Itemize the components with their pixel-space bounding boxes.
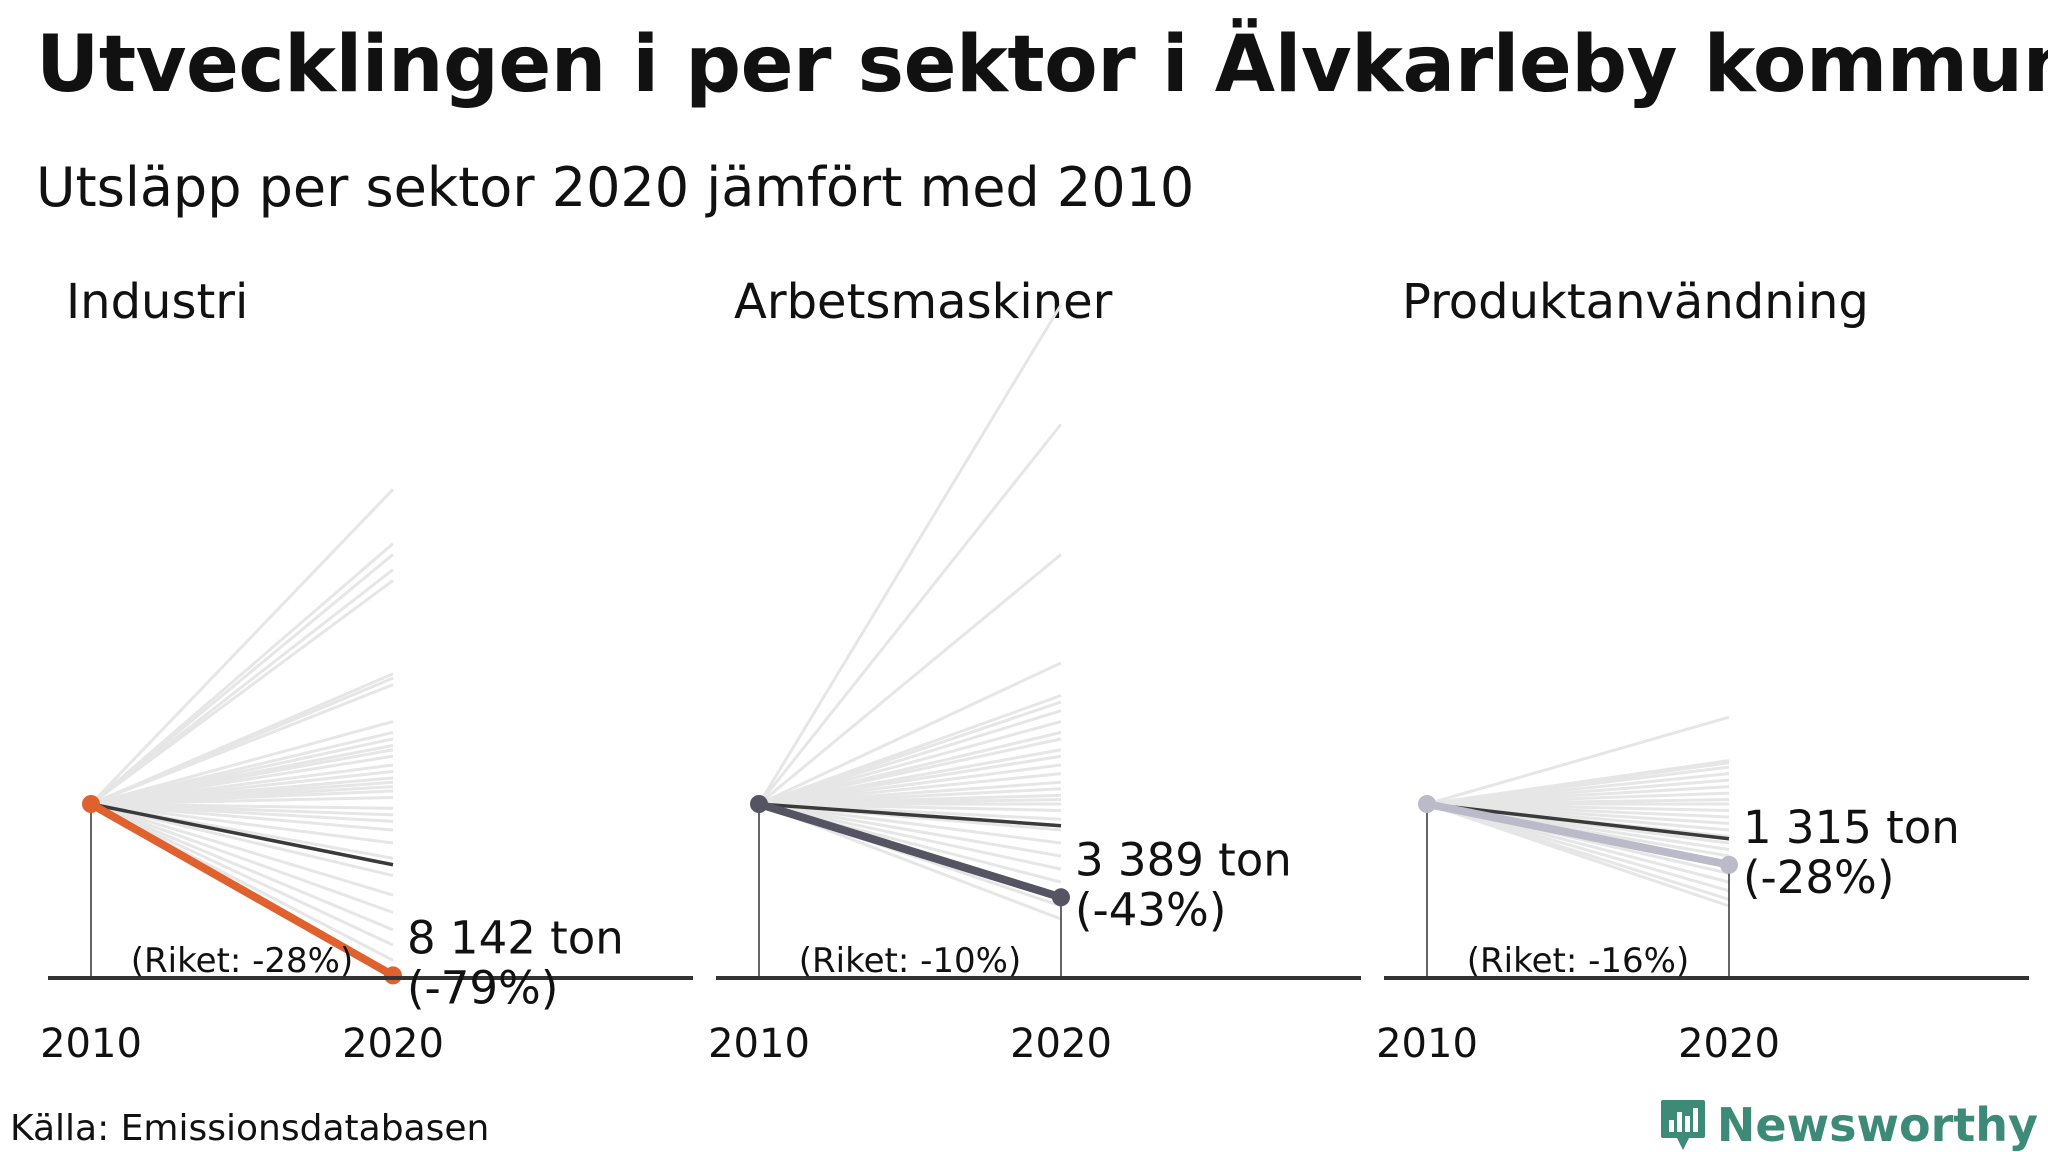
source-note: Källa: Emissionsdatabasen <box>10 1108 490 1149</box>
background-series-line <box>1426 715 1730 806</box>
background-series-line <box>90 553 394 806</box>
background-series-line <box>757 304 1063 805</box>
national-comparison-label: (Riket: -28%) <box>131 941 353 981</box>
national-series-line <box>90 802 394 867</box>
background-series-line <box>90 720 394 806</box>
background-series-line <box>758 709 1062 806</box>
x-tick-label: 2020 <box>1678 1021 1780 1067</box>
background-series-line <box>758 737 1062 806</box>
panel-title: Produktanvändning <box>1402 274 1869 330</box>
chart-subtitle: Utsläpp per sektor 2020 jämfört med 2010 <box>36 156 1195 219</box>
data-label-change: (-79%) <box>407 961 558 1014</box>
brand-logo: Newsworthy <box>1659 1098 2038 1152</box>
background-series-line <box>90 802 394 832</box>
background-series-line <box>90 802 394 845</box>
data-label-value: 1 315 ton <box>1743 801 1960 854</box>
background-series-line <box>90 802 394 947</box>
point-2020 <box>1052 888 1070 907</box>
background-series-line <box>758 720 1062 806</box>
national-series-line <box>758 802 1062 828</box>
x-tick-label: 2010 <box>708 1021 810 1067</box>
municipality-series-line <box>755 800 1065 902</box>
municipality-series-line <box>87 800 397 980</box>
background-series-line <box>758 802 1062 871</box>
background-series-line <box>89 488 395 806</box>
point-2010 <box>1418 795 1436 813</box>
x-tick-label: 2010 <box>40 1021 142 1067</box>
data-label-value: 8 142 ton <box>407 911 624 964</box>
point-2020 <box>384 966 402 985</box>
municipality-series-line <box>1423 800 1733 869</box>
national-series-line <box>1426 802 1730 841</box>
brand-name: Newsworthy <box>1716 1098 2038 1152</box>
national-comparison-label: (Riket: -10%) <box>799 941 1021 981</box>
data-label-change: (-43%) <box>1075 883 1226 936</box>
data-label-value: 3 389 ton <box>1075 833 1292 886</box>
x-tick-label: 2010 <box>1376 1021 1478 1067</box>
panel-title: Arbetsmaskiner <box>734 274 1113 330</box>
newsworthy-logo-icon <box>1660 1100 1705 1150</box>
data-label-change: (-28%) <box>1743 851 1894 904</box>
background-series-line <box>758 661 1062 806</box>
background-series-line <box>758 553 1062 806</box>
chart-title: Utvecklingen i per sektor i Älvkarleby k… <box>36 20 2048 110</box>
point-2010 <box>750 795 768 813</box>
background-series-line <box>90 579 394 806</box>
x-tick-label: 2020 <box>1010 1021 1112 1067</box>
national-comparison-label: (Riket: -16%) <box>1467 941 1689 981</box>
background-series-line <box>90 802 394 914</box>
background-series-line <box>757 423 1063 805</box>
background-series-line <box>90 802 394 932</box>
point-2010 <box>82 795 100 813</box>
background-series-line <box>758 802 1062 858</box>
x-tick-label: 2020 <box>342 1021 444 1067</box>
background-series-line <box>90 802 394 897</box>
panel-title: Industri <box>66 274 248 330</box>
background-series-line <box>90 795 394 806</box>
background-series-line <box>90 683 394 806</box>
point-2020 <box>1720 855 1738 874</box>
background-series-line <box>90 802 394 878</box>
background-series-line <box>1426 802 1730 908</box>
background-series-line <box>758 802 1062 845</box>
